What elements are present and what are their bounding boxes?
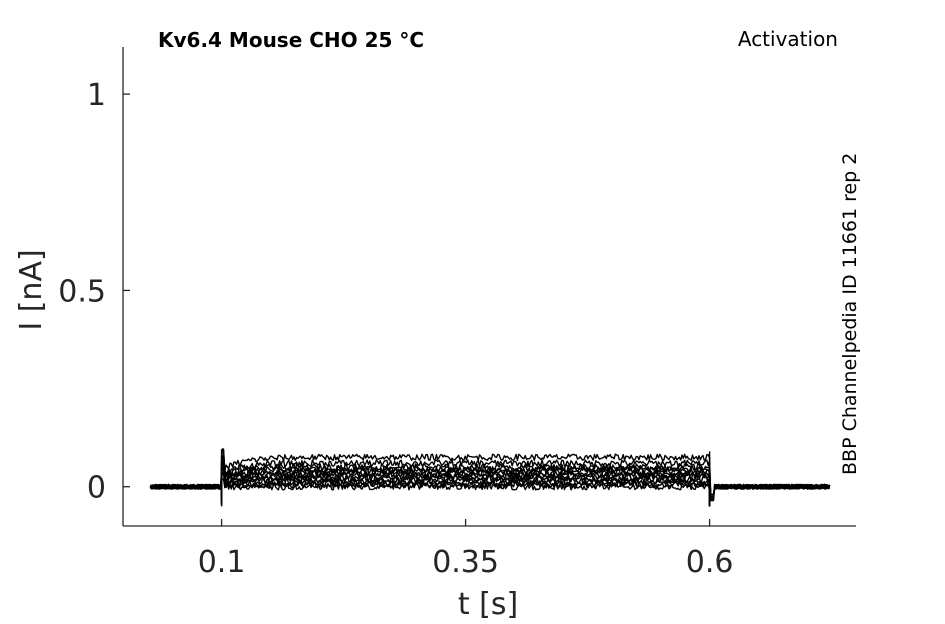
x-tick-label: 0.6 [686, 545, 734, 580]
axes: 00.51 0.1 0.35 0.6 [58, 47, 856, 580]
y-tick-label: 0 [87, 471, 106, 506]
y-tick-label: 1 [87, 78, 106, 113]
x-ticks: 0.1 0.35 0.6 [198, 519, 734, 580]
x-axis-label: t [s] [458, 587, 518, 622]
y-ticks: 00.51 [58, 78, 130, 506]
x-tick-label: 0.35 [432, 545, 499, 580]
chart-title: Kv6.4 Mouse CHO 25 °C [158, 28, 424, 52]
source-id-label: BBP Channelpedia ID 11661 rep 2 [839, 153, 861, 475]
y-axis-label: I [nA] [14, 249, 49, 330]
x-tick-label: 0.1 [198, 545, 246, 580]
traces [149, 448, 831, 507]
y-tick-label: 0.5 [58, 274, 106, 309]
current-trace [149, 448, 831, 507]
protocol-label: Activation [738, 27, 838, 51]
